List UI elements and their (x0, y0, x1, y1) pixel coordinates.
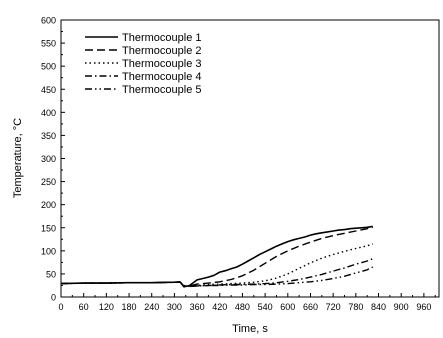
legend-label-1: Thermocouple 1 (122, 32, 202, 44)
x-tick-label: 600 (280, 302, 295, 312)
x-tick-label: 840 (371, 302, 386, 312)
x-tick-label: 120 (99, 302, 114, 312)
y-tick-label: 400 (41, 108, 56, 118)
y-tick-label: 550 (41, 39, 56, 49)
x-tick-label: 900 (394, 302, 409, 312)
x-tick-label: 240 (144, 302, 159, 312)
y-tick-label: 600 (41, 16, 56, 26)
y-tick-label: 200 (41, 200, 56, 210)
x-axis-label: Time, s (232, 323, 268, 335)
y-tick-label: 50 (46, 269, 56, 279)
x-tick-label: 180 (122, 302, 137, 312)
y-axis-label: Temperature, °C (12, 118, 24, 198)
x-tick-label: 60 (79, 302, 89, 312)
legend-label-2: Thermocouple 2 (122, 45, 202, 57)
legend-label-3: Thermocouple 3 (122, 58, 202, 70)
x-tick-label: 540 (258, 302, 273, 312)
y-tick-label: 350 (41, 131, 56, 141)
x-tick-label: 780 (348, 302, 363, 312)
series-line-2 (60, 226, 373, 288)
y-axis-label-unit: °C (12, 118, 24, 130)
x-tick-label: 360 (190, 302, 205, 312)
y-axis-label-text: Temperature, (12, 130, 24, 198)
legend-label-5: Thermocouple 5 (122, 84, 202, 96)
x-tick-label: 0 (58, 302, 63, 312)
y-tick-label: 500 (41, 62, 56, 72)
y-tick-label: 0 (51, 293, 56, 303)
x-tick-label: 720 (326, 302, 341, 312)
plot-frame (60, 19, 440, 298)
y-axis: 0 50 100 150 200 250 300 350 400 450 500 550 600 (41, 16, 65, 303)
x-tick-label: 300 (167, 302, 182, 312)
series-layer (60, 225, 374, 288)
y-tick-label: 300 (41, 154, 56, 164)
legend-label-4: Thermocouple 4 (122, 71, 202, 83)
x-tick-label: 960 (416, 302, 431, 312)
series-line-1 (60, 225, 373, 288)
y-tick-label: 100 (41, 246, 56, 256)
y-tick-label: 150 (41, 223, 56, 233)
x-tick-label: 660 (303, 302, 318, 312)
series-line-5 (60, 266, 374, 288)
x-tick-label: 480 (235, 302, 250, 312)
y-tick-label: 250 (41, 177, 56, 187)
y-tick-label: 450 (41, 85, 56, 95)
x-axis: 0 60 120 180 240 300 360 420 480 540 600 660 720 780 8… (58, 293, 436, 312)
x-tick-label: 420 (212, 302, 227, 312)
